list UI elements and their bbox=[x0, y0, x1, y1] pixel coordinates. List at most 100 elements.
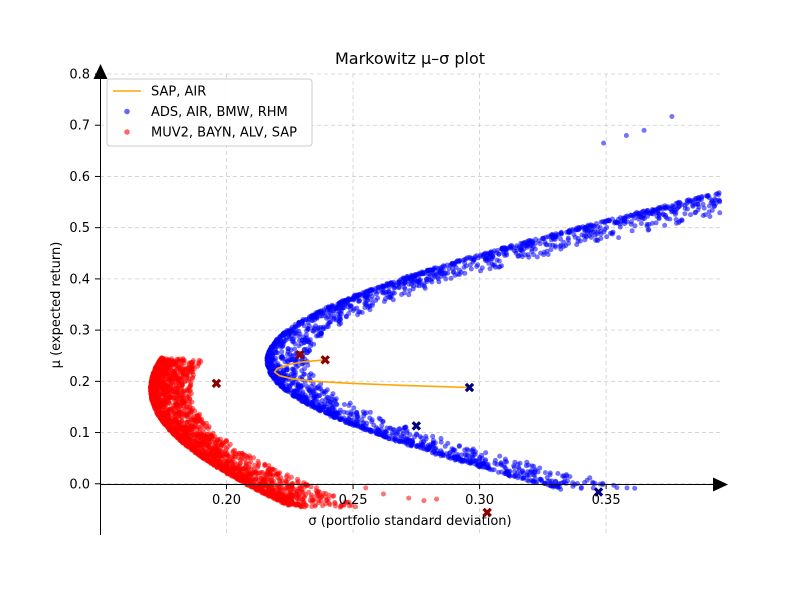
ads-air-bmw-rhm-point bbox=[520, 468, 525, 474]
muv2-bayn-alv-sap-point bbox=[249, 477, 255, 483]
muv2-bayn-alv-sap-point bbox=[353, 504, 358, 510]
muv2-bayn-alv-sap-point bbox=[266, 486, 272, 492]
ads-air-bmw-rhm-point bbox=[604, 234, 610, 240]
ads-air-bmw-rhm-point bbox=[283, 356, 289, 362]
legend-box bbox=[106, 78, 313, 147]
legend-label: MUV2, BAYN, ALV, SAP bbox=[151, 126, 297, 141]
ads-air-bmw-rhm-point bbox=[297, 331, 303, 337]
ads-air-bmw-rhm-point bbox=[317, 407, 323, 412]
muv2-bayn-alv-sap-point bbox=[191, 431, 197, 437]
ads-air-bmw-rhm-point bbox=[598, 219, 604, 225]
ads-air-bmw-rhm-point bbox=[717, 210, 723, 216]
ads-air-bmw-rhm-point bbox=[558, 236, 564, 242]
ads-air-bmw-rhm-point bbox=[417, 444, 422, 450]
ads-air-bmw-rhm-point bbox=[706, 209, 712, 215]
ads-air-bmw-rhm-point bbox=[321, 326, 327, 332]
muv2-bayn-alv-sap-point bbox=[188, 382, 194, 388]
ads-air-bmw-rhm-point bbox=[449, 261, 455, 267]
muv2-bayn-alv-sap-point bbox=[149, 396, 155, 402]
ads-air-bmw-rhm-point bbox=[688, 212, 693, 218]
ads-air-bmw-rhm-point bbox=[547, 470, 553, 476]
ads-air-bmw-rhm-point bbox=[641, 127, 647, 133]
ads-air-bmw-rhm-point bbox=[285, 351, 290, 357]
ads-air-bmw-rhm-point bbox=[276, 378, 282, 384]
ads-air-bmw-rhm-point bbox=[343, 313, 349, 319]
ads-air-bmw-rhm-point bbox=[429, 279, 435, 285]
muv2-bayn-alv-sap-point bbox=[231, 460, 237, 465]
muv2-bayn-alv-sap-point bbox=[332, 503, 338, 509]
ads-air-bmw-rhm-point bbox=[347, 303, 353, 309]
ads-air-bmw-rhm-point bbox=[487, 266, 493, 272]
muv2-bayn-alv-sap-point bbox=[307, 497, 313, 503]
ads-air-bmw-rhm-point bbox=[623, 132, 629, 138]
muv2-bayn-alv-sap-point bbox=[168, 381, 174, 387]
muv2-bayn-alv-sap-point bbox=[301, 480, 307, 486]
muv2-bayn-alv-sap-point bbox=[202, 455, 208, 461]
ads-air-bmw-rhm-point bbox=[392, 290, 397, 296]
ads-air-bmw-rhm-point bbox=[322, 313, 328, 319]
muv2-bayn-alv-sap-point bbox=[245, 455, 251, 461]
y-tick-label: 0.6 bbox=[69, 170, 90, 185]
axes bbox=[93, 64, 728, 535]
muv2-bayn-alv-sap-point bbox=[232, 454, 238, 460]
muv2-bayn-alv-sap-point bbox=[243, 460, 249, 466]
muv2-bayn-alv-sap-point bbox=[162, 411, 168, 417]
ads-air-bmw-rhm-point bbox=[464, 458, 470, 464]
muv2-bayn-alv-sap-point bbox=[290, 481, 295, 486]
ads-air-bmw-rhm-point bbox=[326, 406, 332, 412]
ads-air-bmw-rhm-point bbox=[354, 414, 360, 420]
muv2-bayn-alv-sap-point bbox=[254, 470, 260, 476]
ads-air-bmw-rhm-point bbox=[531, 252, 536, 258]
ads-air-bmw-rhm-point bbox=[496, 251, 502, 257]
muv2-bayn-alv-sap-point bbox=[326, 492, 332, 498]
ads-air-bmw-rhm-point bbox=[292, 322, 298, 328]
ads-air-bmw-rhm-point bbox=[623, 214, 629, 220]
ads-air-bmw-rhm-point bbox=[690, 203, 696, 209]
ads-air-bmw-rhm-point bbox=[369, 286, 375, 292]
ads-air-bmw-rhm-point bbox=[558, 229, 564, 235]
ads-air-bmw-rhm-point bbox=[310, 381, 316, 387]
muv2-bayn-alv-sap-point bbox=[257, 481, 263, 487]
muv2-bayn-alv-sap-point bbox=[155, 383, 161, 389]
ads-air-bmw-rhm-point bbox=[616, 235, 622, 241]
ads-air-bmw-rhm-point bbox=[621, 218, 627, 224]
ads-air-bmw-rhm-point bbox=[424, 279, 430, 284]
muv2-bayn-alv-sap-point bbox=[190, 374, 196, 380]
ads-air-bmw-rhm-point bbox=[659, 204, 665, 210]
muv2-bayn-alv-sap-point bbox=[187, 388, 193, 393]
muv2-bayn-alv-sap-point bbox=[158, 415, 164, 421]
muv2-bayn-alv-sap-point bbox=[323, 494, 328, 500]
ads-air-bmw-rhm-point bbox=[406, 281, 412, 287]
muv2-bayn-alv-sap-point bbox=[363, 485, 369, 491]
muv2-bayn-alv-sap-point bbox=[204, 420, 209, 426]
ads-air-bmw-rhm-point bbox=[547, 242, 553, 248]
muv2-bayn-alv-sap-point bbox=[230, 448, 236, 454]
muv2-bayn-alv-sap-point bbox=[221, 441, 227, 447]
ads-air-bmw-rhm-point bbox=[628, 221, 634, 227]
ads-air-bmw-rhm-point bbox=[526, 238, 531, 244]
ads-air-bmw-rhm-point bbox=[430, 450, 435, 456]
muv2-bayn-alv-sap-point bbox=[280, 498, 286, 503]
ads-air-bmw-rhm-point bbox=[582, 225, 588, 230]
asset-marker-red bbox=[295, 349, 305, 360]
muv2-bayn-alv-sap-point bbox=[240, 466, 246, 472]
ads-air-bmw-rhm-point bbox=[325, 321, 331, 327]
y-tick-label: 0.7 bbox=[69, 119, 90, 134]
muv2-bayn-alv-sap-point bbox=[186, 378, 192, 384]
ads-air-bmw-rhm-point bbox=[363, 289, 369, 295]
ads-air-bmw-rhm-point bbox=[460, 257, 466, 263]
ads-air-bmw-rhm-point bbox=[448, 275, 454, 281]
ads-air-bmw-rhm-point bbox=[501, 251, 507, 256]
muv2-bayn-alv-sap-point bbox=[152, 393, 158, 398]
ads-air-bmw-rhm-point bbox=[310, 328, 316, 334]
muv2-bayn-alv-sap-point bbox=[219, 467, 225, 473]
muv2-bayn-alv-sap-point bbox=[190, 358, 196, 364]
ads-air-bmw-rhm-point bbox=[312, 314, 318, 320]
ads-air-bmw-rhm-point bbox=[347, 400, 353, 406]
legend-dot-swatch bbox=[124, 129, 130, 135]
ads-air-bmw-rhm-point bbox=[544, 475, 550, 480]
muv2-bayn-alv-sap-point bbox=[302, 494, 307, 500]
muv2-bayn-alv-sap-point bbox=[184, 411, 190, 417]
muv2-bayn-alv-sap-point bbox=[183, 430, 189, 436]
ads-air-bmw-rhm-point bbox=[428, 442, 433, 448]
